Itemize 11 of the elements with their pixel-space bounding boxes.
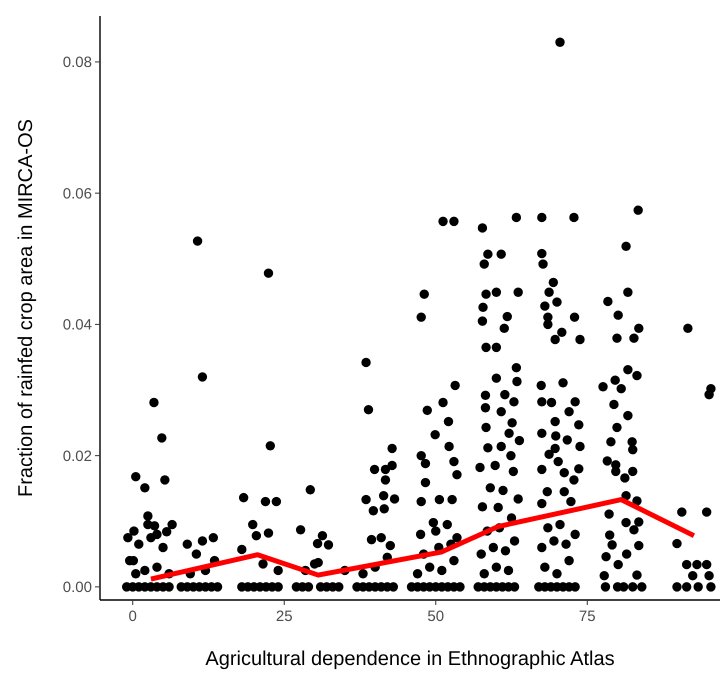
x-tick-label: 50 <box>427 608 444 625</box>
y-axis-title: Fraction of rainfed crop area in MIRCA-OS <box>15 119 37 497</box>
y-tick-label: 0.02 <box>62 448 92 465</box>
y-tick-label: 0.08 <box>62 54 92 72</box>
y-tick-label: 0.04 <box>62 316 92 334</box>
x-tick-label: 25 <box>276 608 293 625</box>
y-tick-label: 0.00 <box>62 579 92 596</box>
y-tick-label: 0.06 <box>62 185 92 202</box>
x-tick-label: 75 <box>578 608 596 625</box>
x-tick-label: 0 <box>128 608 137 625</box>
x-axis-title: Agricultural dependence in Ethnographic Atlas <box>205 648 615 670</box>
